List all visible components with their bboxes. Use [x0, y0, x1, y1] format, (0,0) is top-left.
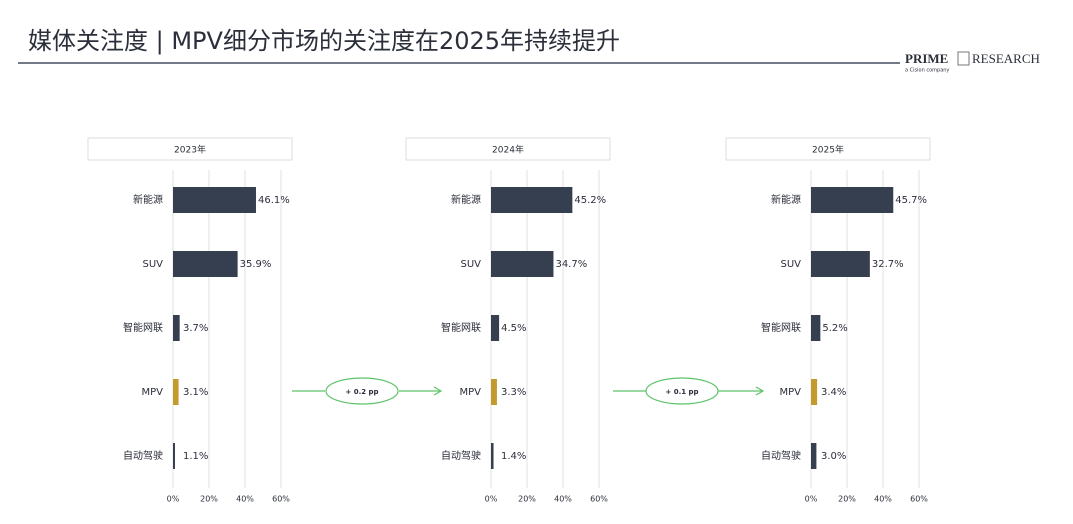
category-label: 智能网联: [441, 321, 481, 334]
value-label: 3.3%: [501, 387, 526, 398]
annotation: + 0.2 pp: [345, 388, 378, 396]
bar: [811, 315, 821, 341]
x-tick-label: 0%: [805, 495, 818, 504]
panel-title: 2024年: [492, 144, 524, 156]
category-label: MPV: [780, 387, 802, 398]
category-label: 智能网联: [123, 321, 163, 334]
arrow-head: [433, 386, 443, 396]
value-label: 3.0%: [821, 451, 846, 462]
x-tick-label: 60%: [272, 495, 290, 504]
value-label: 3.4%: [821, 387, 846, 398]
bar: [811, 187, 894, 213]
slide-title: 媒体关注度 | MPV细分市场的关注度在2025年持续提升: [28, 27, 620, 55]
change-arrow: [292, 377, 765, 405]
value-label: 45.2%: [574, 195, 606, 206]
bar: [811, 379, 818, 405]
value-label: 46.1%: [258, 195, 290, 206]
bar: [173, 315, 180, 341]
category-label: 新能源: [133, 193, 163, 206]
category-label: 自动驾驶: [761, 449, 801, 462]
value-label: 1.4%: [501, 451, 526, 462]
annotation: + 0.1 pp: [665, 388, 698, 396]
logo-icon: [957, 51, 970, 66]
bar: [811, 443, 817, 469]
category-label: MPV: [460, 387, 482, 398]
arrow-head: [755, 386, 765, 396]
panel-header: [725, 137, 931, 161]
x-tick-label: 60%: [590, 495, 608, 504]
panel-header: [87, 137, 293, 161]
x-tick-label: 20%: [518, 495, 536, 504]
category-label: 智能网联: [761, 321, 801, 334]
bar: [173, 187, 256, 213]
value-label: 4.5%: [501, 323, 526, 334]
panel-header: [405, 137, 611, 161]
category-label: SUV: [460, 259, 481, 270]
value-label: 3.7%: [183, 323, 208, 334]
value-label: 45.7%: [895, 195, 927, 206]
x-tick-label: 40%: [236, 495, 254, 504]
bar: [173, 443, 175, 469]
panel-title: 2025年: [812, 144, 844, 156]
category-label: MPV: [142, 387, 164, 398]
category-label: 新能源: [451, 193, 481, 206]
category-label: SUV: [142, 259, 163, 270]
value-label: 32.7%: [872, 259, 904, 270]
bar: [491, 443, 494, 469]
x-tick-label: 20%: [200, 495, 218, 504]
bar: [811, 251, 870, 277]
logo-name: PRIME: [905, 51, 948, 66]
bar: [491, 315, 500, 341]
value-label: 35.9%: [240, 259, 272, 270]
annotation-ellipse: [325, 377, 399, 405]
logo-tagline: a Cision company: [905, 68, 949, 74]
bar: [173, 379, 179, 405]
bar: [173, 251, 238, 277]
category-label: 自动驾驶: [123, 449, 163, 462]
panel-title: 2023年: [174, 144, 206, 156]
bar: [491, 187, 573, 213]
x-tick-label: 60%: [910, 495, 928, 504]
x-tick-label: 40%: [554, 495, 572, 504]
x-tick-label: 40%: [874, 495, 892, 504]
value-label: 5.2%: [822, 323, 847, 334]
bar: [491, 251, 554, 277]
value-label: 34.7%: [555, 259, 587, 270]
category-label: 新能源: [771, 193, 801, 206]
x-tick-label: 0%: [167, 495, 180, 504]
x-tick-label: 0%: [485, 495, 498, 504]
category-label: SUV: [780, 259, 801, 270]
value-label: 1.1%: [183, 451, 208, 462]
logo-suffix: RESEARCH: [972, 51, 1040, 66]
bar: [491, 379, 497, 405]
category-label: 自动驾驶: [441, 449, 481, 462]
value-label: 3.1%: [183, 387, 208, 398]
x-tick-label: 20%: [838, 495, 856, 504]
